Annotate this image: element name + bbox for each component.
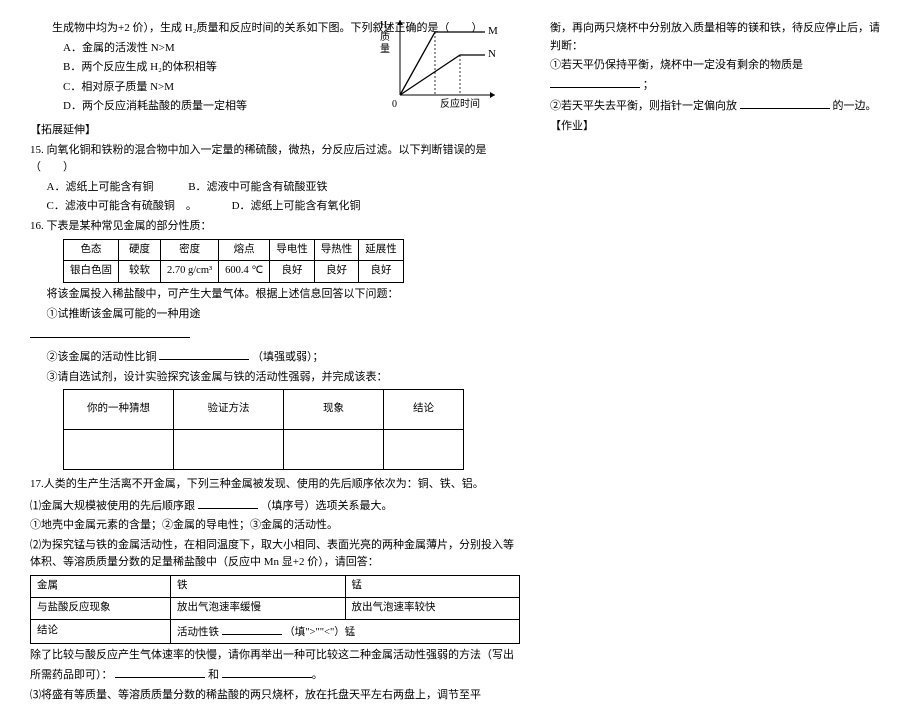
q17-t3-r1: 与盐酸反应现象 放出气泡速率缓慢 放出气泡速率较快 [31,597,520,619]
col2-b: ②若天平失去平衡，则指针一定偏向放 的一边。 [550,96,880,116]
q17-t3-r2: 结论 活动性铁 （填">""<"）锰 [31,619,520,644]
q15-a: A．滤纸上可能含有铜 [47,181,154,193]
chart-y-label-mass1: 质 [380,31,390,43]
q16-t2-h2: 现象 [284,390,384,430]
homework-head: 【作业】 [550,118,880,136]
col2-blank-a [550,75,640,88]
q16-d6: 良好 [359,261,404,283]
q17-t3-h2: 锰 [345,576,520,598]
q16-sub3: ③请自选试剂，设计实验探究该金属与铁的活动性强弱，并完成该表： [30,369,520,387]
q15-row2: C．滤液中可能含有硫酸铜 。 D．滤纸上可能含有氧化铜 [47,198,521,216]
q16-h0: 色态 [64,239,119,261]
q16-sub2b: （填强或弱）； [252,351,324,363]
q16-blank2 [159,347,249,360]
q16-h2: 密度 [161,239,219,261]
q16-after: 将该金属投入稀盐酸中，可产生大量气体。根据上述信息回答以下问题： [30,286,520,304]
right-column: 衡，再向两只烧杯中分别放入质量相等的镁和铁，待反应停止后，请判断： ①若天平仍保… [550,20,880,630]
q17-t3-r2c: （填">""<"）锰 [284,627,355,638]
question-intro-block: 生成物中均为+2 价），生成 H₂质量和反应时间的关系如下图。下列叙述正确的是（… [30,20,520,116]
col2-a: ①若天平仍保持平衡，烧杯中一定没有剩余的物质是 ； [550,57,880,94]
q17-p2after: 除了比较与酸反应产生气体速率的快慢，请你再举出一种可比较这二种金属活动性强弱的方… [30,647,520,684]
q17-blank-p1 [198,496,258,509]
q16-t2-empty [64,430,464,470]
q16-h6: 延展性 [359,239,404,261]
q16-header-row: 色态 硬度 密度 熔点 导电性 导热性 延展性 [64,239,404,261]
h2-mass-chart: H₂ 质 量 M N 0 反应时间 [380,10,510,110]
q17-t3-r2a: 结论 [31,619,171,644]
q17-t3-r2b: 活动性铁 [177,627,219,638]
q15-c: C．滤液中可能含有硫酸铜 。 [47,200,197,212]
q17-blank-r2 [222,622,282,635]
q16-data-row: 银白色固 较软 2.70 g/cm³ 600.4 ℃ 良好 良好 良好 [64,261,404,283]
q17-blank-drug2 [222,665,312,678]
q17-t3-r1-0: 与盐酸反应现象 [31,597,171,619]
q17-p3: ⑶将盛有等质量、等溶质质量分数的稀盐酸的两只烧杯，放在托盘天平左右两盘上，调节至… [30,687,520,704]
col2-top: 衡，再向两只烧杯中分别放入质量相等的镁和铁，待反应停止后，请判断： [550,20,880,55]
q17-p1: ⑴金属大规模被使用的先后顺序跟 （填序号）选项关系最大。 [30,496,520,516]
q16-sub1: ①试推断该金属可能的一种用途 [30,306,520,324]
chart-line-n-label: N [488,48,496,60]
q16-metal-table: 色态 硬度 密度 熔点 导电性 导热性 延展性 银白色固 较软 2.70 g/c… [63,239,404,284]
q15-row1: A．滤纸上可能含有铜 B．滤液中可能含有硫酸亚铁 [47,179,521,197]
chart-x-label: 反应时间 [440,97,480,110]
col2-a1: ①若天平仍保持平衡，烧杯中一定没有剩余的物质是 [550,59,803,71]
col2-blank-b [740,96,830,109]
q16-t2-head: 你的一种猜想 验证方法 现象 结论 [64,390,464,430]
q15-d: D．滤纸上可能含有氧化铜 [232,200,361,212]
q17-stem: 17.人类的生产生活离不开金属，下列三种金属被发现、使用的先后顺序依次为：铜、铁… [30,476,520,494]
q16-d4: 良好 [270,261,315,283]
q16-t2-h0: 你的一种猜想 [64,390,174,430]
q16-sub2a: ②该金属的活动性比铜 [47,351,157,363]
q16-t2-h1: 验证方法 [174,390,284,430]
col2-a2: ； [643,79,654,91]
col2-b2: 的一边。 [833,100,877,112]
q16-d1: 较软 [119,261,161,283]
q17-t3-r1-1: 放出气泡速率缓慢 [171,597,346,619]
q16-d0: 银白色固 [64,261,119,283]
q17-p2after-b: 和 [208,669,219,681]
q16-d2: 2.70 g/cm³ [161,261,219,283]
q16-h4: 导电性 [270,239,315,261]
q17-table: 金属 铁 锰 与盐酸反应现象 放出气泡速率缓慢 放出气泡速率较快 结论 活动性铁… [30,575,520,644]
q17-t3-h0: 金属 [31,576,171,598]
q16-d5: 良好 [314,261,359,283]
q16-d3: 600.4 ℃ [219,261,270,283]
chart-origin: 0 [392,99,397,110]
q17-t3-head: 金属 铁 锰 [31,576,520,598]
q16-blank1 [30,325,190,338]
q16-experiment-table: 你的一种猜想 验证方法 现象 结论 [63,389,464,470]
q17-p1a: ⑴金属大规模被使用的先后顺序跟 [30,500,195,512]
q16-h5: 导热性 [314,239,359,261]
q17-t3-r2cell: 活动性铁 （填">""<"）锰 [171,619,520,644]
q16-h3: 熔点 [219,239,270,261]
q17-blank-drug1 [115,665,205,678]
extension-head: 【拓展延伸】 [30,122,520,140]
q17-p2: ⑵为探究锰与铁的金属活动性，在相同温度下，取大小相同、表面光亮的两种金属薄片，分… [30,537,520,572]
left-column: 生成物中均为+2 价），生成 H₂质量和反应时间的关系如下图。下列叙述正确的是（… [30,20,520,630]
q15-stem: 15. 向氧化铜和铁粉的混合物中加入一定量的稀硫酸，微热，分反应后过滤。以下判断… [30,142,520,177]
q17-p1opts: ①地壳中金属元素的含量；②金属的导电性；③金属的活动性。 [30,517,520,535]
chart-y-label-h2: H₂ [380,20,391,31]
q15-options: A．滤纸上可能含有铜 B．滤液中可能含有硫酸亚铁 C．滤液中可能含有硫酸铜 。 … [30,179,520,216]
chart-line-m-label: M [488,25,498,37]
col2-b1: ②若天平失去平衡，则指针一定偏向放 [550,100,737,112]
q17-t3-r1-2: 放出气泡速率较快 [345,597,520,619]
q17-p1b: （填序号）选项关系最大。 [261,500,393,512]
q17-t3-h1: 铁 [171,576,346,598]
chart-y-label-mass2: 量 [380,43,390,55]
q16-sub2: ②该金属的活动性比铜 （填强或弱）； [30,347,520,367]
q15-b: B．滤液中可能含有硫酸亚铁 [188,181,327,193]
q16-h1: 硬度 [119,239,161,261]
q16-stem: 16. 下表是某种常见金属的部分性质： [30,218,520,236]
q16-t2-h3: 结论 [384,390,464,430]
